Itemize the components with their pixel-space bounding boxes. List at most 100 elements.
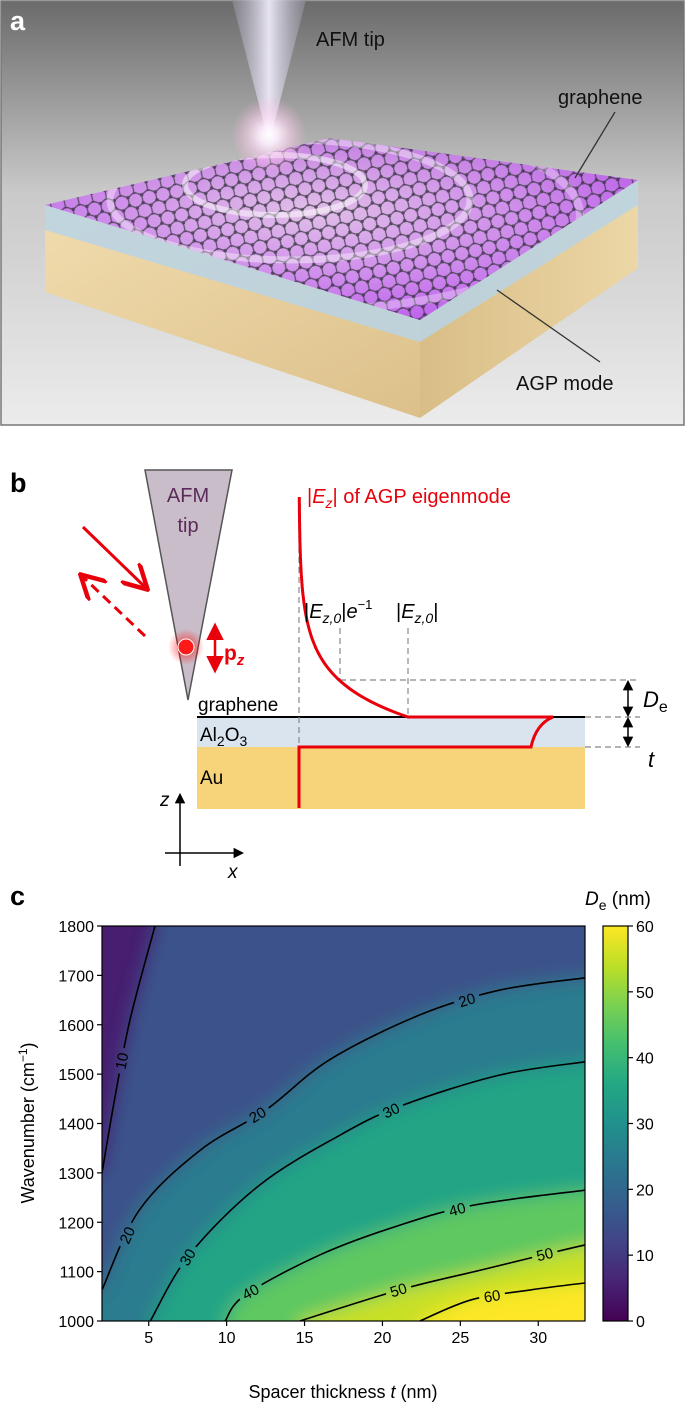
y-tick-label: 1100 bbox=[60, 1265, 95, 1282]
text-part: Spacer thickness bbox=[248, 1382, 390, 1402]
incident-arrow bbox=[81, 525, 146, 588]
depth-subscript: e bbox=[659, 699, 668, 716]
gold-layer bbox=[197, 747, 585, 809]
x-tick-label: 15 bbox=[296, 1330, 314, 1347]
heatmap-band bbox=[419, 1283, 585, 1321]
afm-tip bbox=[232, 0, 306, 132]
tip-text: tip bbox=[177, 515, 198, 537]
text-part: E bbox=[401, 601, 415, 623]
tip-glow bbox=[231, 97, 307, 173]
text-part: Al bbox=[200, 725, 217, 746]
contour-label: 60 bbox=[483, 1287, 502, 1307]
contour-label: 30 bbox=[177, 1246, 200, 1269]
dipole-label: pz bbox=[224, 642, 245, 669]
gold-text: Au bbox=[200, 768, 223, 789]
text-part: 3 bbox=[239, 733, 247, 749]
panel-b: b AFM tip pz De t |Ez| of AGP eigenmode … bbox=[10, 468, 668, 883]
contour-label: 20 bbox=[117, 1224, 139, 1246]
panel-label: a bbox=[10, 6, 26, 36]
text-part: t bbox=[391, 1382, 397, 1402]
text-part: e bbox=[346, 601, 357, 623]
heatmap-bands bbox=[102, 926, 585, 1321]
peak-label: |Ez,0| bbox=[396, 601, 438, 626]
y-tick-label: 1800 bbox=[58, 919, 94, 936]
contour-label: 50 bbox=[535, 1245, 555, 1265]
contour-labels: 10 20 20 20 30 30 40 40 50 50 60 bbox=[113, 990, 555, 1306]
text-part: | of AGP eigenmode bbox=[333, 486, 511, 508]
spacer-text: Al2O3 bbox=[200, 725, 247, 749]
text-part: 2 bbox=[217, 733, 225, 749]
x-label: x bbox=[227, 862, 239, 883]
scattered-arrow bbox=[82, 576, 147, 638]
text-part: z,0 bbox=[322, 610, 342, 626]
field-profile bbox=[297, 497, 554, 808]
text-part: (nm) bbox=[607, 889, 651, 910]
gold-side bbox=[45, 205, 420, 418]
leader-line bbox=[496, 289, 601, 363]
x-tick-label: 5 bbox=[144, 1330, 153, 1347]
contour-label: 30 bbox=[380, 1100, 402, 1123]
graphene-label: graphene bbox=[558, 87, 643, 109]
thickness-label: t bbox=[648, 747, 655, 772]
contour-label: 10 bbox=[113, 1051, 133, 1071]
heatmap bbox=[102, 926, 585, 1321]
contour-label: 50 bbox=[388, 1280, 409, 1301]
contour-label: 40 bbox=[240, 1281, 263, 1304]
text-part: z bbox=[325, 495, 333, 511]
x-tick-label: 10 bbox=[218, 1330, 236, 1347]
colorbar-tick-label: 0 bbox=[636, 1314, 645, 1331]
contour-line bbox=[102, 926, 156, 1174]
contour-line bbox=[299, 1244, 585, 1321]
text-part: D bbox=[585, 889, 599, 910]
z-label: z bbox=[159, 790, 170, 811]
dipole bbox=[177, 638, 195, 656]
spacer-layer bbox=[197, 717, 585, 747]
text-part: ) bbox=[18, 1042, 38, 1048]
colorbar-tick-label: 50 bbox=[636, 985, 654, 1002]
contour-lines bbox=[102, 926, 585, 1321]
mode-label: AGP mode bbox=[516, 373, 613, 395]
dipole-symbol: p bbox=[224, 642, 237, 665]
text-part: E bbox=[309, 601, 323, 623]
contour-line bbox=[149, 1061, 585, 1321]
panel-c: c Spacer thickness t (nm) Wavenumber (cm… bbox=[10, 881, 654, 1402]
colorbar-tick-label: 60 bbox=[636, 919, 654, 936]
text-part: E bbox=[312, 486, 326, 508]
tip-label: AFM tip bbox=[316, 29, 385, 51]
panel-label: c bbox=[10, 881, 25, 911]
spacer-side bbox=[45, 205, 420, 342]
text-part: Wavenumber (cm bbox=[18, 1062, 38, 1203]
contour-line bbox=[419, 1282, 585, 1321]
gold-side bbox=[420, 180, 638, 418]
dipole-subscript: z bbox=[236, 652, 245, 669]
y-tick-label: 1400 bbox=[58, 1117, 94, 1134]
y-axis-label: Wavenumber (cm−1) bbox=[16, 1042, 38, 1203]
contour-group bbox=[102, 926, 585, 1321]
colorbar-tick-label: 10 bbox=[636, 1248, 654, 1265]
x-tick-label: 30 bbox=[529, 1330, 547, 1347]
y-tick-label: 1000 bbox=[58, 1314, 94, 1331]
y-tick-label: 1700 bbox=[58, 968, 94, 985]
colorbar-tick-label: 30 bbox=[636, 1117, 654, 1134]
spacer-side bbox=[420, 180, 638, 342]
colorbar bbox=[602, 925, 629, 1322]
contour-label: 20 bbox=[457, 990, 478, 1011]
colorbar-label: De (nm) bbox=[585, 889, 651, 913]
panel-a: a AFM tip graphene AGP mode bbox=[0, 0, 685, 426]
text-part: −1 bbox=[16, 1048, 30, 1062]
text-part: | bbox=[341, 601, 346, 623]
text-part: −1 bbox=[358, 597, 373, 612]
contour-label: 20 bbox=[246, 1104, 269, 1127]
depth-symbol: D bbox=[643, 687, 659, 712]
contour-label: 40 bbox=[447, 1200, 468, 1221]
colorbar-tick-label: 40 bbox=[636, 1051, 654, 1068]
graphene-text: graphene bbox=[198, 695, 278, 716]
contour-line bbox=[224, 1189, 585, 1321]
y-tick-label: 1200 bbox=[58, 1215, 94, 1232]
text-part: | bbox=[433, 601, 438, 623]
text-part: | bbox=[307, 486, 312, 508]
tip-text: AFM bbox=[167, 485, 209, 507]
contour-line bbox=[102, 977, 585, 1291]
text-part: e bbox=[599, 897, 607, 913]
